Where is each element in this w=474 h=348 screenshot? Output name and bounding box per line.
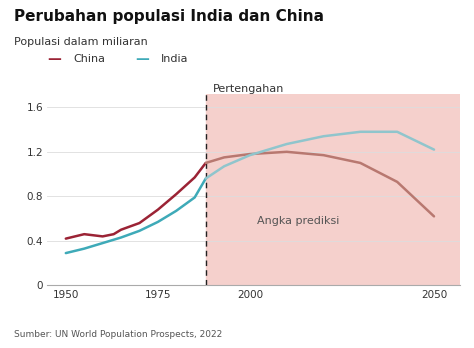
- Text: C: C: [438, 327, 447, 337]
- Text: Perubahan populasi India dan China: Perubahan populasi India dan China: [14, 9, 324, 24]
- Text: Angka prediksi: Angka prediksi: [257, 216, 340, 226]
- Text: —: —: [135, 52, 149, 66]
- Text: Pertengahan: Pertengahan: [213, 84, 284, 94]
- Text: India: India: [161, 54, 189, 64]
- Text: B: B: [379, 327, 387, 337]
- Text: Populasi dalam miliaran: Populasi dalam miliaran: [14, 37, 148, 47]
- Bar: [206, 94, 460, 285]
- Text: Sumber: UN World Population Prospects, 2022: Sumber: UN World Population Prospects, 2…: [14, 330, 222, 339]
- Text: B: B: [409, 327, 417, 337]
- Text: —: —: [47, 52, 61, 66]
- Text: China: China: [73, 54, 106, 64]
